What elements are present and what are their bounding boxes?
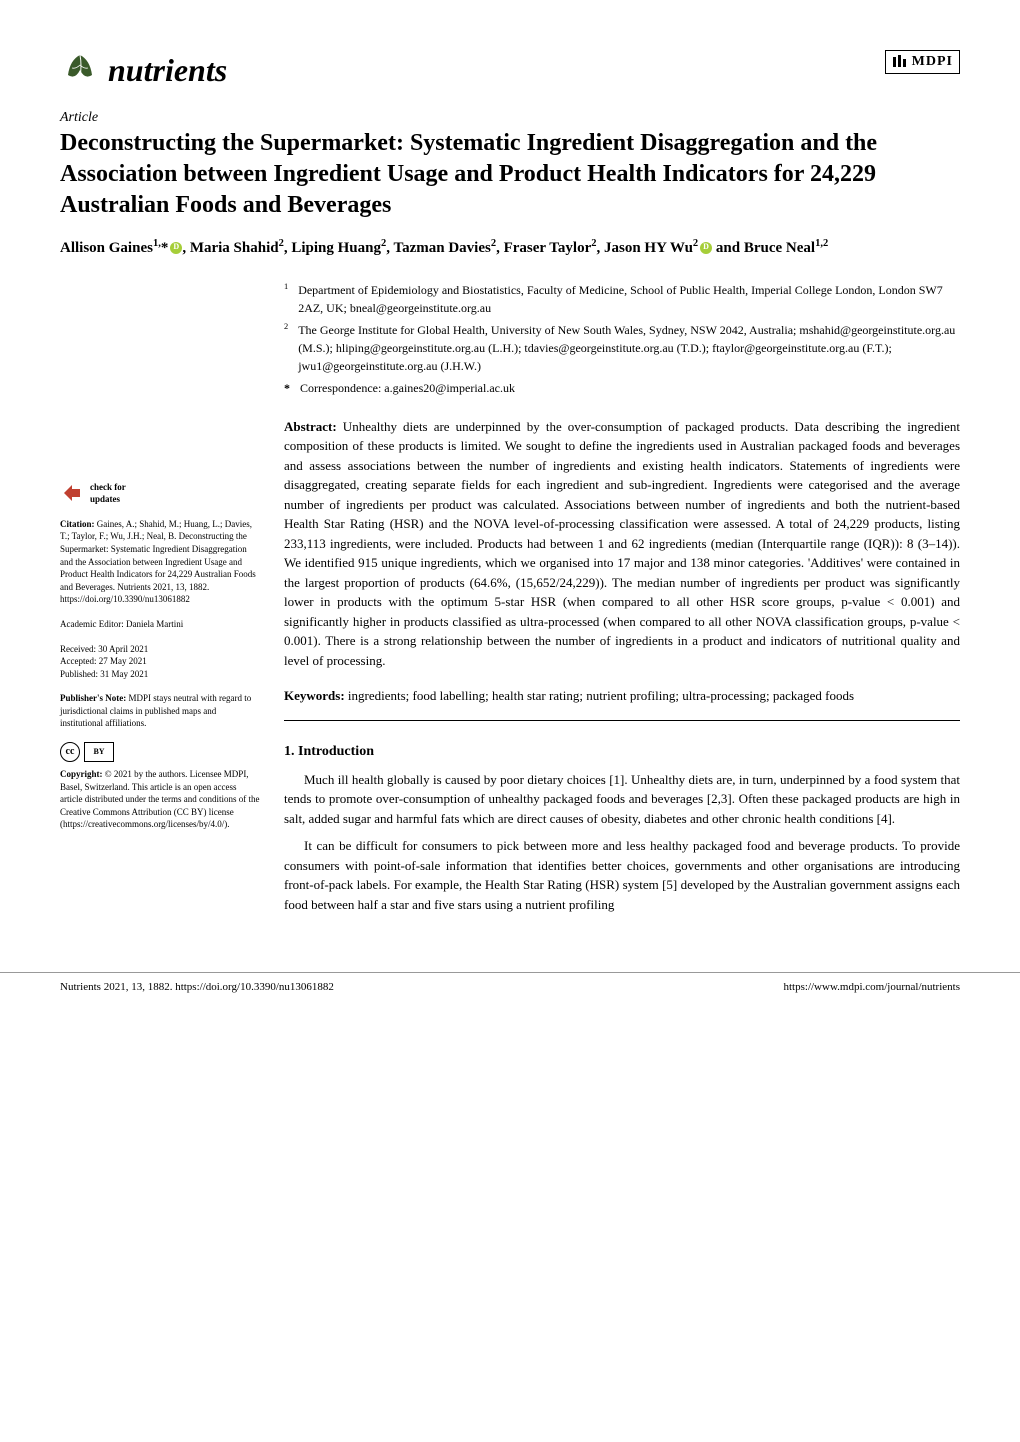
citation-block: Citation: Gaines, A.; Shahid, M.; Huang,… bbox=[60, 518, 260, 606]
corr-text: Correspondence: a.gaines20@imperial.ac.u… bbox=[300, 379, 515, 397]
footer-left: Nutrients 2021, 13, 1882. https://doi.or… bbox=[60, 981, 334, 993]
section-heading: 1. Introduction bbox=[284, 741, 960, 762]
check-updates-label: check forupdates bbox=[90, 481, 126, 506]
author-name: Allison Gaines bbox=[60, 240, 153, 256]
author-name: , Jason HY Wu bbox=[596, 240, 692, 256]
received-text: 30 April 2021 bbox=[98, 644, 148, 654]
cc-icon: cc bbox=[60, 742, 80, 762]
author-sup: 1,2 bbox=[815, 238, 828, 249]
editor-label: Academic Editor: bbox=[60, 619, 126, 629]
published-text: 31 May 2021 bbox=[100, 669, 148, 679]
keywords: Keywords: ingredients; food labelling; h… bbox=[284, 686, 960, 706]
accepted-text: 27 May 2021 bbox=[99, 656, 147, 666]
dates-block: Received: 30 April 2021 Accepted: 27 May… bbox=[60, 643, 260, 681]
abstract: Abstract: Unhealthy diets are underpinne… bbox=[284, 417, 960, 671]
author-name: Bruce Neal bbox=[744, 240, 815, 256]
keywords-text: ingredients; food labelling; health star… bbox=[345, 688, 854, 703]
orcid-icon bbox=[700, 242, 712, 254]
journal-name: nutrients bbox=[108, 52, 227, 89]
cc-license-icons: cc BY bbox=[60, 742, 260, 762]
affil-text: Department of Epidemiology and Biostatis… bbox=[298, 281, 960, 317]
published-label: Published: bbox=[60, 669, 100, 679]
divider bbox=[284, 720, 960, 721]
author-name: , Maria Shahid bbox=[182, 240, 278, 256]
author-star: * bbox=[161, 240, 169, 256]
pubnote-label: Publisher's Note: bbox=[60, 693, 126, 703]
orcid-icon bbox=[170, 242, 182, 254]
and-text: and bbox=[712, 240, 744, 256]
check-updates-icon bbox=[60, 481, 84, 505]
nutrients-leaf-icon bbox=[60, 50, 100, 90]
mdpi-text: MDPI bbox=[912, 54, 953, 70]
affil-text: The George Institute for Global Health, … bbox=[298, 321, 960, 375]
article-type: Article bbox=[60, 110, 960, 126]
main-content: 1 Department of Epidemiology and Biostat… bbox=[284, 281, 960, 923]
affiliations: 1 Department of Epidemiology and Biostat… bbox=[284, 281, 960, 397]
by-icon: BY bbox=[84, 742, 114, 762]
keywords-label: Keywords: bbox=[284, 688, 345, 703]
author-sup: 2 bbox=[693, 238, 698, 249]
affil-num: 1 bbox=[284, 281, 288, 317]
author-name: , Liping Huang bbox=[284, 240, 381, 256]
body-paragraph: It can be difficult for consumers to pic… bbox=[284, 836, 960, 914]
received-label: Received: bbox=[60, 644, 98, 654]
sidebar: check forupdates Citation: Gaines, A.; S… bbox=[60, 281, 260, 923]
publisher-note: Publisher's Note: MDPI stays neutral wit… bbox=[60, 692, 260, 730]
authors-list: Allison Gaines1,* , Maria Shahid 2 , Liping… bbox=[60, 238, 960, 257]
abstract-text: Unhealthy diets are underpinned by the o… bbox=[284, 419, 960, 668]
affil-num: 2 bbox=[284, 321, 288, 375]
corr-star: * bbox=[284, 379, 290, 397]
footer-right: https://www.mdpi.com/journal/nutrients bbox=[784, 981, 961, 993]
page-header: nutrients MDPI bbox=[60, 50, 960, 90]
article-title: Deconstructing the Supermarket: Systemat… bbox=[60, 128, 960, 222]
abstract-label: Abstract: bbox=[284, 419, 337, 434]
mdpi-icon bbox=[892, 54, 908, 70]
citation-label: Citation: bbox=[60, 519, 95, 529]
citation-text: Gaines, A.; Shahid, M.; Huang, L.; Davie… bbox=[60, 519, 256, 605]
page-footer: Nutrients 2021, 13, 1882. https://doi.or… bbox=[0, 972, 1020, 1013]
mdpi-logo: MDPI bbox=[885, 50, 960, 74]
copyright-label: Copyright: bbox=[60, 769, 103, 779]
check-updates[interactable]: check forupdates bbox=[60, 481, 260, 506]
author-name: , Fraser Taylor bbox=[496, 240, 591, 256]
editor-block: Academic Editor: Daniela Martini bbox=[60, 618, 260, 631]
body-paragraph: Much ill health globally is caused by po… bbox=[284, 770, 960, 829]
copyright-block: Copyright: © 2021 by the authors. Licens… bbox=[60, 768, 260, 831]
journal-logo: nutrients bbox=[60, 50, 227, 90]
editor-text: Daniela Martini bbox=[126, 619, 183, 629]
accepted-label: Accepted: bbox=[60, 656, 99, 666]
author-name: , Tazman Davies bbox=[386, 240, 491, 256]
author-sup: 1, bbox=[153, 238, 161, 249]
